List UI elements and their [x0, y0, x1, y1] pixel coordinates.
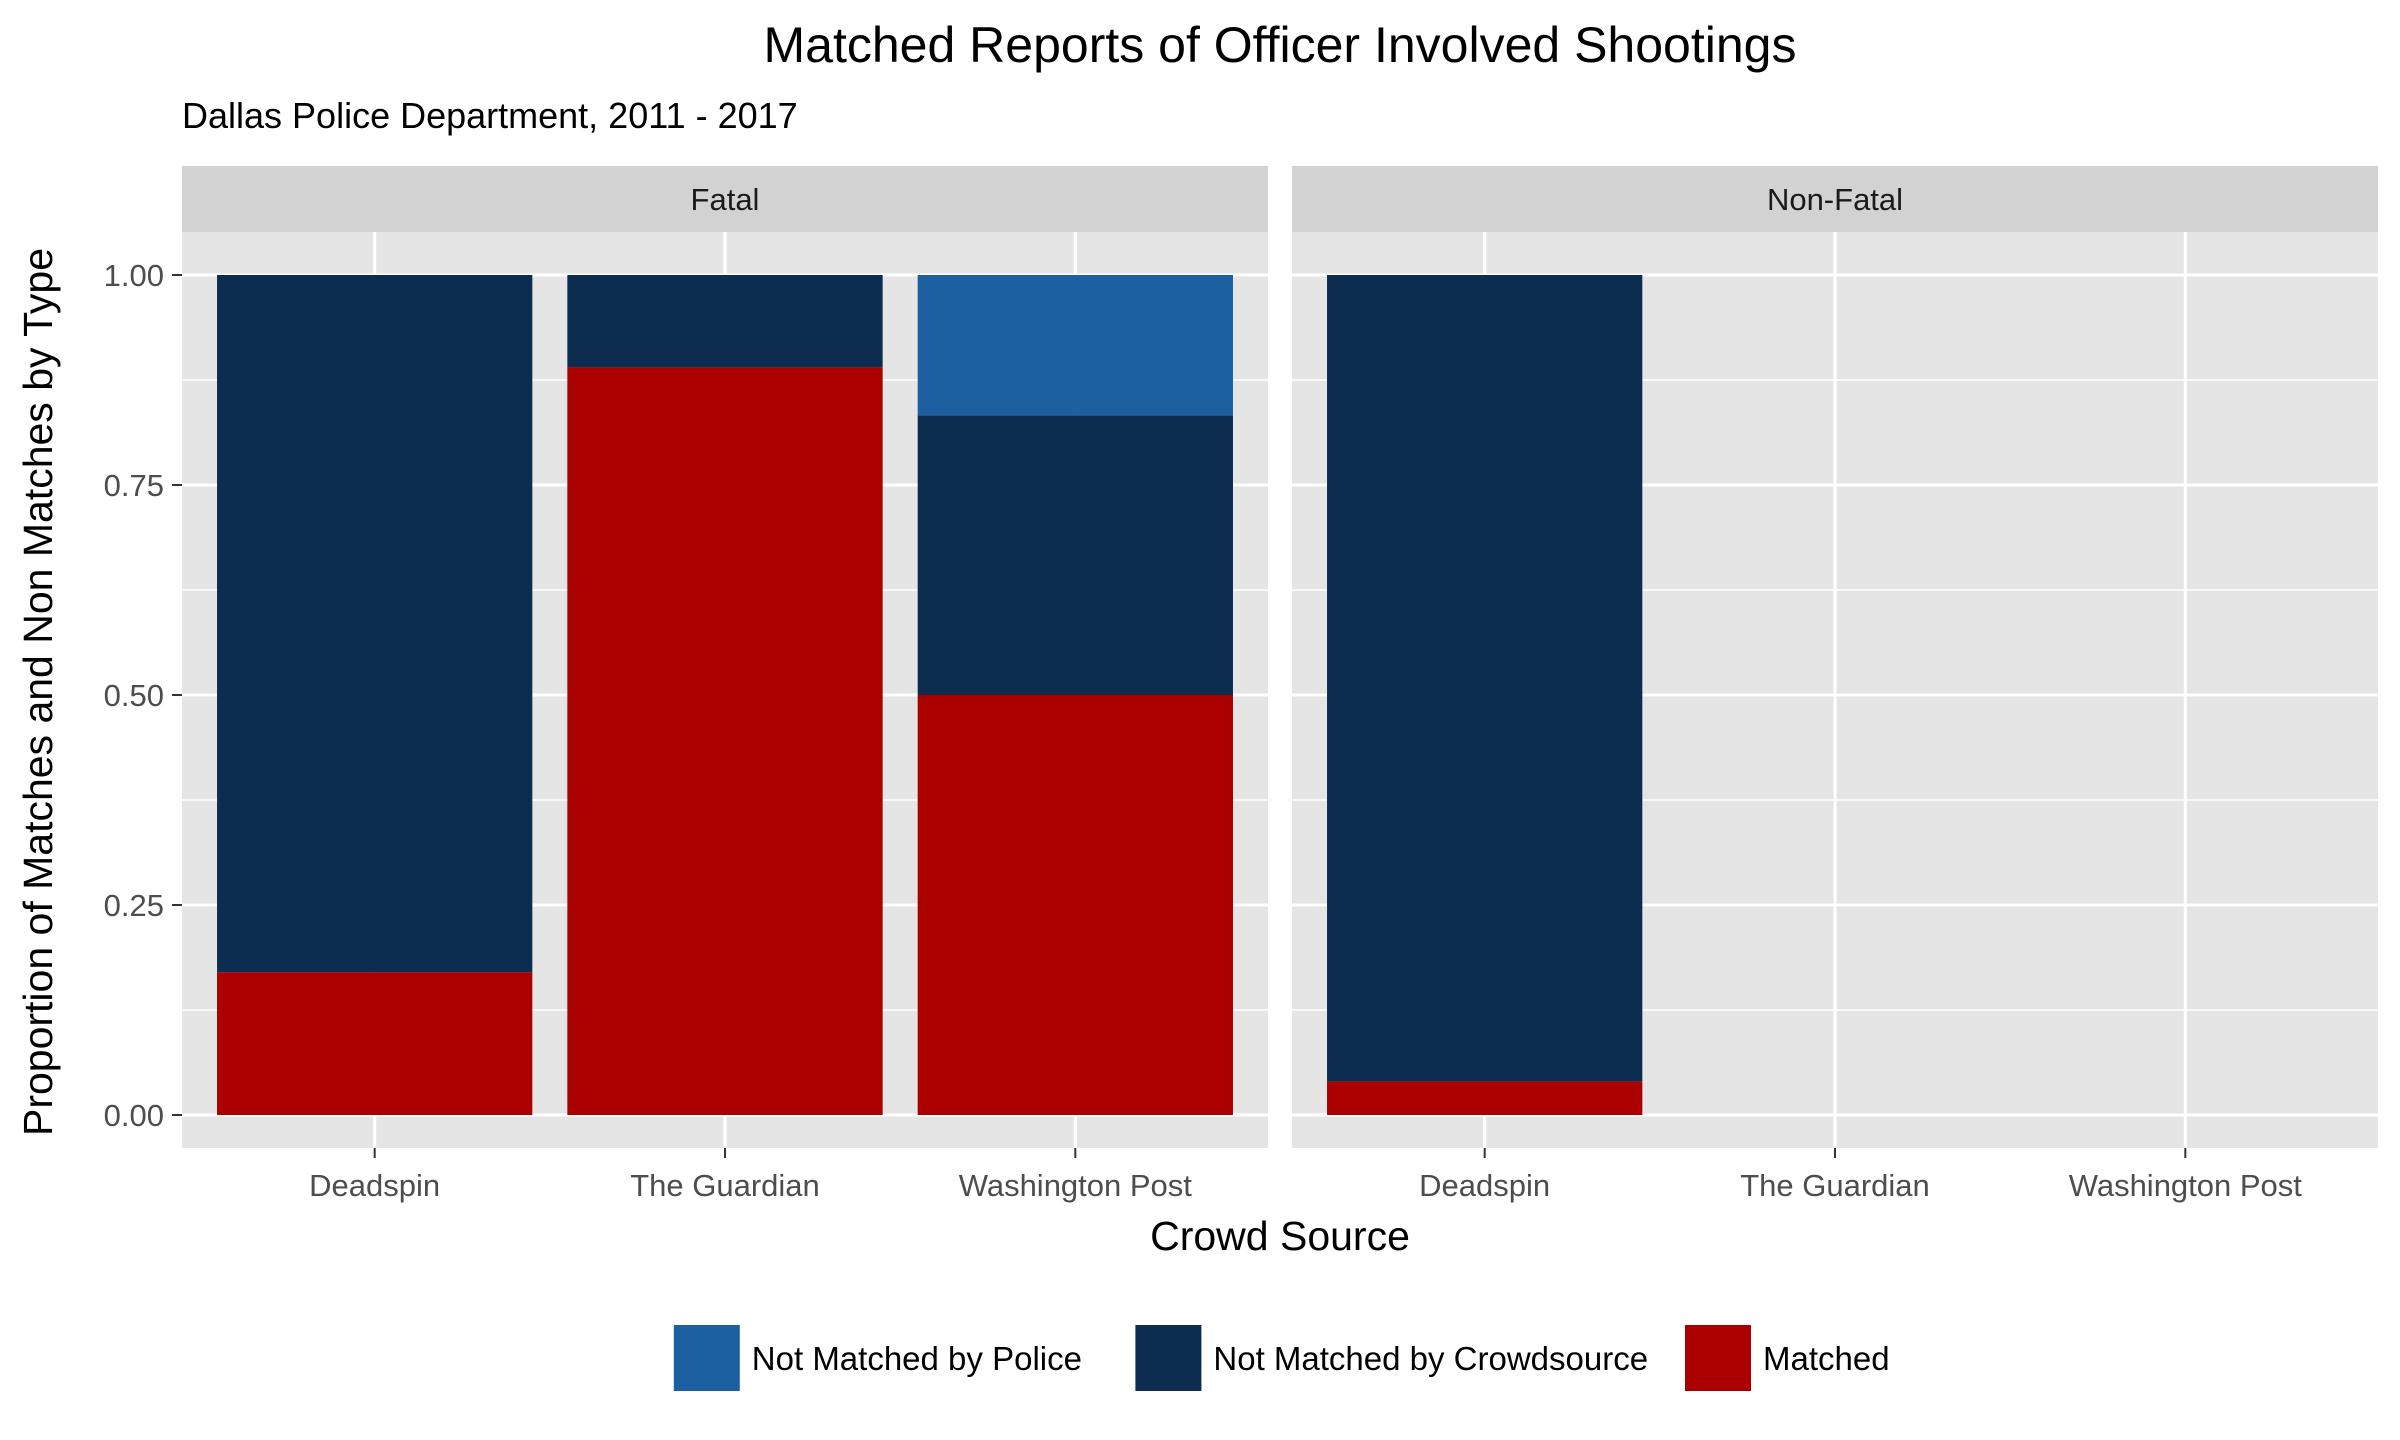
y-tick-label: 0.00 — [104, 1098, 164, 1133]
bar-matched — [1327, 1081, 1643, 1115]
panel-1: Non-Fatal Deadspin The Guardian Washington … — [1292, 166, 2378, 1203]
bar-not-matched-by-crowdsource — [567, 275, 883, 368]
legend-label: Matched — [1763, 1340, 1890, 1377]
legend-item: Matched — [1685, 1325, 1890, 1391]
chart-title: Matched Reports of Officer Involved Shoo… — [764, 17, 1797, 73]
bar-not-matched-by-crowdsource — [217, 275, 533, 973]
x-tick-label: Washington Post — [2069, 1168, 2303, 1203]
panel-strip-label: Fatal — [691, 182, 760, 217]
legend-label: Not Matched by Police — [752, 1340, 1082, 1377]
legend: Not Matched by Police Not Matched by Crow… — [673, 1325, 1890, 1391]
bar-not-matched-by-crowdsource — [917, 415, 1233, 695]
x-tick-label: Washington Post — [959, 1168, 1193, 1203]
x-axis-title: Crowd Source — [1150, 1213, 1410, 1259]
bar-matched — [217, 972, 533, 1115]
x-tick-label: Deadspin — [309, 1168, 440, 1203]
bar-not-matched-by-crowdsource — [1327, 275, 1643, 1082]
panel-0: Fatal Deadspin The Guardian Washington Post… — [104, 166, 1268, 1203]
legend-item: Not Matched by Police — [673, 1325, 1082, 1391]
legend-swatch — [1135, 1325, 1202, 1391]
y-tick-label: 0.75 — [104, 468, 164, 503]
y-tick-label: 0.25 — [104, 888, 164, 923]
y-tick-label: 1.00 — [104, 258, 164, 293]
legend-swatch — [673, 1325, 740, 1391]
chart-subtitle: Dallas Police Department, 2011 - 2017 — [182, 95, 798, 136]
legend-swatch — [1685, 1325, 1751, 1391]
bar-matched — [917, 695, 1233, 1115]
x-tick-label: The Guardian — [630, 1168, 820, 1203]
y-axis-title: Proportion of Matches and Non Matches by… — [15, 248, 61, 1136]
legend-item: Not Matched by Crowdsource — [1135, 1325, 1648, 1391]
panel-strip-label: Non-Fatal — [1767, 182, 1903, 217]
y-tick-label: 0.50 — [104, 678, 164, 713]
panel-strip — [182, 166, 1268, 232]
panel-strip — [1292, 166, 2378, 232]
bar-not-matched-by-police — [917, 275, 1233, 416]
x-tick-label: The Guardian — [1740, 1168, 1930, 1203]
legend-label: Not Matched by Crowdsource — [1213, 1340, 1648, 1377]
bar-matched — [567, 367, 883, 1115]
x-tick-label: Deadspin — [1419, 1168, 1550, 1203]
panels: Fatal Deadspin The Guardian Washington Post… — [104, 166, 2378, 1203]
